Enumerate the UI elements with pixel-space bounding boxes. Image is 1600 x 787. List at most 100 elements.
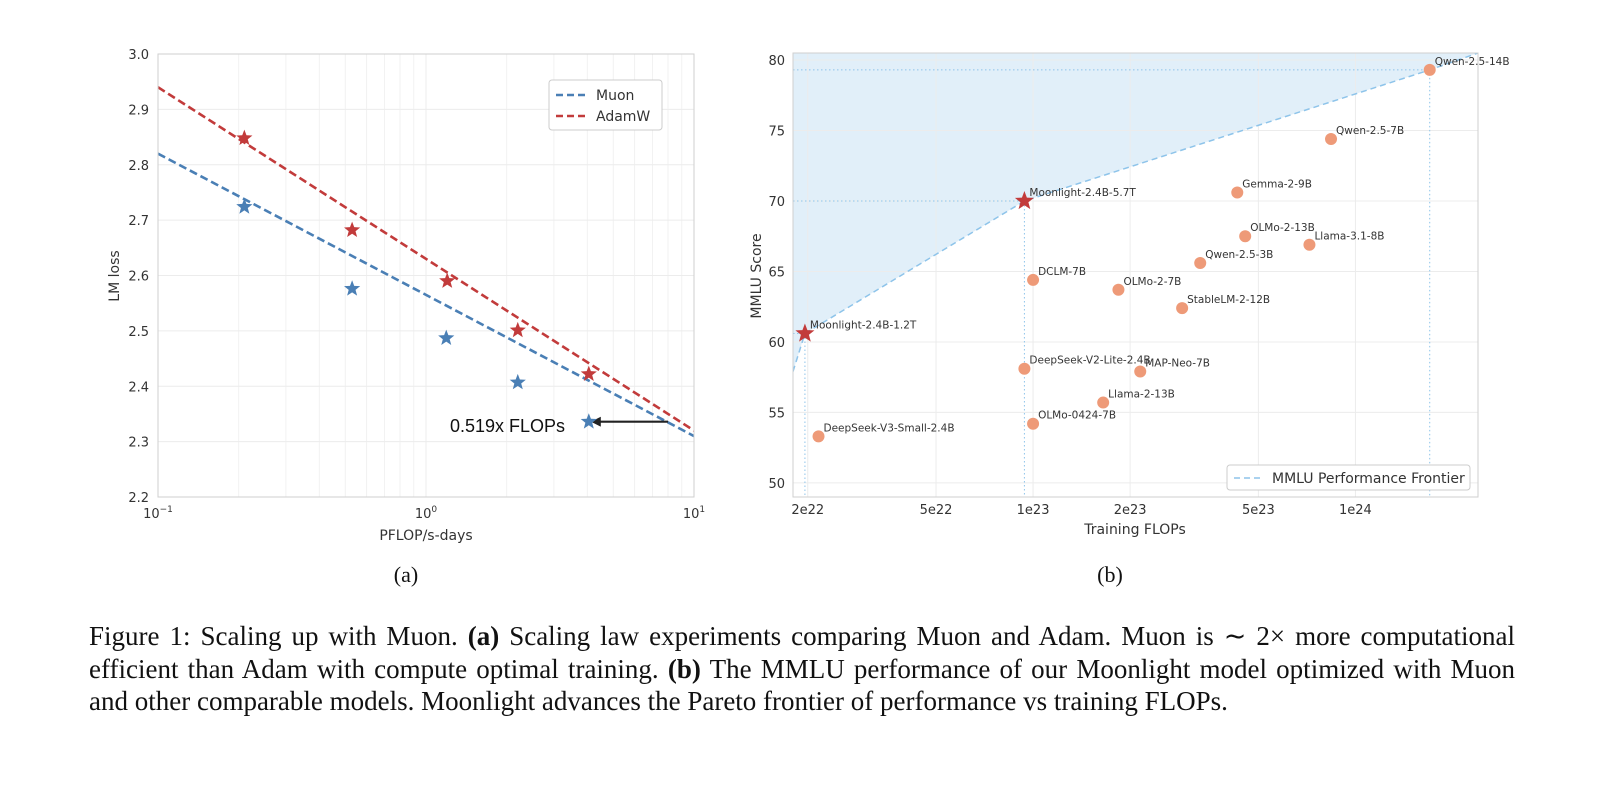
model-point [1239, 230, 1252, 243]
legend-a: Muon AdamW [548, 79, 663, 131]
star-adamw [236, 129, 253, 146]
y-tick-label: 70 [768, 195, 785, 210]
star-muon [580, 413, 597, 429]
model-point [1027, 273, 1040, 286]
model-label: DCLM-7B [1038, 266, 1086, 278]
x-tick-label: 101 [683, 505, 705, 522]
y-tick-label: 2.5 [128, 325, 149, 340]
x-ticks-a: 10−1 100 101 [143, 505, 705, 522]
x-tick-label: 1e23 [1017, 503, 1050, 518]
model-point [1097, 396, 1110, 409]
x-tick-label: 2e23 [1114, 503, 1147, 518]
legend-label-muon: Muon [596, 88, 634, 104]
guide-lines-b [793, 69, 1431, 497]
star-muon [438, 329, 455, 345]
axes-frame-a [157, 53, 695, 498]
figure-caption: Figure 1: Scaling up with Muon. (a) Scal… [89, 620, 1515, 718]
model-label: MAP-Neo-7B [1145, 358, 1210, 370]
star-adamw [344, 221, 361, 237]
model-point [812, 430, 825, 443]
y-tick-label: 2.8 [128, 159, 149, 174]
star-adamw [580, 365, 597, 381]
y-tick-label: 60 [768, 336, 785, 351]
annotation-flops: 0.519x FLOPs [450, 416, 565, 436]
model-point [1423, 63, 1436, 76]
y-axis-label-a: LM loss [107, 250, 123, 301]
x-tick-label: 5e22 [920, 503, 953, 518]
star-adamw [439, 272, 456, 288]
legend-b: MMLU Performance Frontier [1226, 464, 1471, 491]
caption-b-label: (b) [667, 653, 701, 684]
model-label: Llama-3.1-8B [1314, 231, 1384, 243]
model-label: OLMo-0424-7B [1038, 410, 1116, 422]
moonlight-label: Moonlight-2.4B-5.7T [1029, 187, 1136, 199]
x-tick-label: 100 [415, 505, 438, 522]
chart-b: Qwen-2.5-14B Qwen-2.5-7B Gemma-2-9B OLMo-2-… [749, 52, 1510, 587]
y-tick-label: 2.2 [128, 491, 149, 506]
caption-b-text: The MMLU performance of our Moonlight mo… [89, 653, 1516, 717]
model-point [1134, 365, 1147, 378]
model-label: Qwen-2.5-14B [1435, 56, 1510, 68]
model-points: Qwen-2.5-14B Qwen-2.5-7B Gemma-2-9B OLMo-2-… [795, 56, 1510, 443]
y-ticks-a: 2.2 2.3 2.4 2.5 2.6 2.7 2.8 2.9 3.0 [128, 48, 149, 506]
model-point [1112, 283, 1125, 296]
chart-a: 2.2 2.3 2.4 2.5 2.6 2.7 2.8 2.9 3.0 10−1 100 101 0… [107, 48, 705, 587]
fit-line-muon [158, 152, 694, 438]
model-label: Qwen-2.5-3B [1205, 249, 1273, 261]
model-label: StableLM-2-12B [1187, 294, 1270, 306]
axes-frame-b [792, 52, 1479, 498]
legend-label-adamw: AdamW [596, 109, 650, 125]
fit-line-adamw [158, 86, 694, 432]
x-axis-label-a: PFLOP/s-days [379, 528, 472, 544]
model-label: DeepSeek-V2-Lite-2.4B [1029, 355, 1150, 367]
x-ticks-b: 2e22 5e22 1e23 2e23 5e23 1e24 [791, 503, 1371, 518]
y-tick-label: 75 [768, 125, 785, 140]
x-axis-label-b: Training FLOPs [1083, 522, 1186, 538]
model-point [1194, 257, 1207, 270]
y-tick-label: 80 [768, 54, 785, 69]
star-muon [344, 280, 361, 296]
model-point [1176, 302, 1189, 315]
x-tick-label: 1e24 [1339, 503, 1372, 518]
y-tick-label: 2.4 [128, 380, 149, 395]
x-tick-label: 10−1 [143, 505, 173, 522]
star-adamw [509, 321, 526, 338]
frontier-fill [793, 53, 1478, 372]
model-label: DeepSeek-V3-Small-2.4B [824, 422, 955, 434]
moonlight-star [1014, 191, 1034, 210]
model-point [1231, 186, 1244, 199]
figure: 2.2 2.3 2.4 2.5 2.6 2.7 2.8 2.9 3.0 10−1 100 101 0… [107, 48, 1510, 587]
star-muon [236, 198, 253, 214]
y-tick-label: 2.9 [128, 103, 149, 118]
y-tick-label: 65 [768, 265, 785, 280]
moonlight-star [795, 323, 815, 342]
y-tick-label: 50 [768, 477, 785, 492]
legend-box-b [1226, 464, 1471, 491]
x-tick-label: 5e23 [1242, 503, 1275, 518]
fit-lines-a [158, 86, 694, 438]
model-point [1027, 417, 1040, 430]
y-tick-label: 2.3 [128, 436, 149, 451]
x-tick-label: 2e22 [791, 503, 824, 518]
model-point [1018, 362, 1031, 375]
model-label: OLMo-2-7B [1123, 276, 1181, 288]
model-label: OLMo-2-13B [1250, 222, 1315, 234]
legend-label-frontier: MMLU Performance Frontier [1272, 471, 1465, 487]
star-muon [509, 373, 526, 390]
y-tick-label: 2.7 [128, 214, 149, 229]
markers-a [236, 129, 597, 429]
caption-a-label: (a) [467, 621, 500, 651]
y-ticks-b: 50 55 60 65 70 75 80 [768, 54, 785, 492]
y-tick-label: 3.0 [128, 48, 149, 63]
model-label: Gemma-2-9B [1242, 179, 1312, 191]
moonlight-label: Moonlight-2.4B-1.2T [810, 319, 917, 331]
panel-label-b: (b) [1097, 562, 1123, 587]
y-axis-label-b: MMLU Score [749, 233, 765, 318]
panel-label-a: (a) [394, 562, 418, 587]
caption-prefix: Figure 1: Scaling up with Muon. [89, 621, 458, 651]
model-label: Qwen-2.5-7B [1336, 125, 1404, 137]
legend-box-a [548, 79, 663, 131]
model-point [1303, 238, 1316, 251]
y-tick-label: 55 [768, 406, 785, 421]
caption-a-text: Scaling law experiments comparing Muon a… [89, 621, 1516, 684]
